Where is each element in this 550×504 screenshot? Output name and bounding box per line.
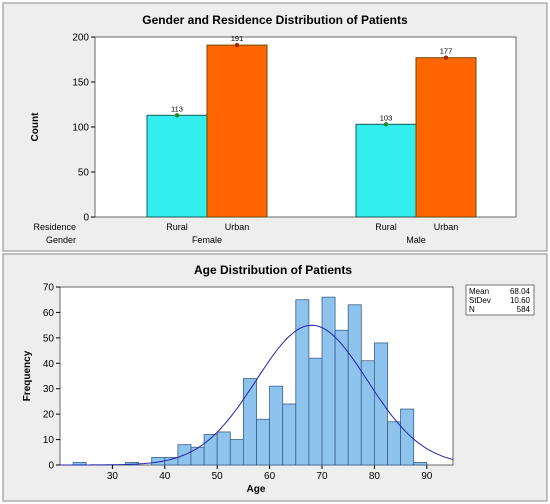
bar-mean-marker (383, 122, 389, 127)
bottom-chart-title: Age Distribution of Patients (194, 263, 352, 277)
normal-fit-curve (60, 324, 454, 466)
stat-n-value: 584 (517, 305, 531, 314)
bottom-x-tick-label: 60 (264, 471, 276, 482)
bottom-y-axis-label: Frequency (22, 350, 33, 401)
top-y-ticks: 0 50 100 150 200 (72, 33, 95, 224)
bottom-x-tick-label: 50 (212, 471, 224, 482)
top-y-tick-label: 150 (72, 78, 89, 89)
stat-stdev-value: 10.60 (510, 296, 531, 305)
histogram-bar (321, 296, 336, 466)
histogram-bar (308, 357, 323, 466)
bottom-y-tick-label: 10 (43, 435, 55, 446)
top-y-axis-label: Count (30, 112, 41, 142)
bar-mean-marker (443, 55, 449, 60)
bottom-y-tick-label: 50 (43, 333, 55, 344)
residence-tick-label: Rural (166, 222, 188, 232)
top-y-tick-label: 0 (83, 213, 89, 224)
histogram-bar (190, 446, 205, 466)
stat-n-label: N (469, 305, 475, 314)
top-bars: 113Rural191UrbanFemale103Rural177UrbanMa… (146, 34, 477, 245)
histogram-bar (413, 462, 428, 466)
histogram-bar (347, 304, 362, 466)
bar-male-rural (355, 123, 417, 218)
histogram-bar (164, 456, 179, 466)
histogram-bar (400, 408, 415, 466)
bottom-y-tick-label: 0 (48, 461, 54, 472)
bottom-y-tick-label: 30 (43, 384, 55, 395)
histogram-bars (72, 296, 428, 466)
gender-tick-label: Female (192, 235, 222, 245)
stat-stdev-label: StDev (469, 296, 491, 305)
bar-male-urban (415, 57, 477, 218)
histogram-bar (387, 421, 402, 466)
stats-box-frame (465, 284, 535, 316)
bottom-x-tick-label: 30 (107, 471, 119, 482)
stat-mean-label: Mean (469, 287, 489, 296)
bottom-y-ticks: 0 10 20 30 40 50 60 70 (43, 283, 60, 472)
bar-mean-marker (174, 113, 180, 118)
bottom-x-tick-label: 40 (159, 471, 171, 482)
bottom-x-ticks: 30 40 50 60 70 80 90 (107, 465, 433, 482)
histogram-bar (203, 434, 218, 466)
bar-value-label: 103 (380, 113, 393, 122)
residence-row-label: Residence (33, 222, 76, 232)
bar-female-urban (206, 44, 268, 218)
stats-box: Mean 68.04 StDev 10.60 N 584 (465, 284, 535, 316)
histogram-bar (216, 431, 231, 466)
bottom-x-axis-label: Age (247, 484, 266, 495)
residence-tick-label: Urban (434, 222, 459, 232)
bar-mean-marker (234, 42, 240, 48)
histogram-bar (373, 342, 388, 466)
residence-tick-label: Urban (225, 222, 250, 232)
bottom-x-tick-label: 90 (421, 471, 433, 482)
histogram-bar (295, 299, 310, 466)
gender-residence-chart: Gender and Residence Distribution of Pat… (2, 2, 548, 252)
bottom-y-tick-label: 20 (43, 410, 55, 421)
residence-tick-label: Rural (375, 222, 397, 232)
histogram-bar (229, 439, 244, 466)
histogram-bar (256, 418, 271, 466)
gender-row-label: Gender (46, 235, 76, 245)
bottom-y-tick-label: 60 (43, 308, 55, 319)
top-y-tick-label: 200 (72, 33, 89, 44)
histogram-bar (282, 403, 297, 466)
top-chart-title: Gender and Residence Distribution of Pat… (142, 13, 408, 27)
bar-value-label: 191 (231, 34, 244, 43)
bar-female-rural (146, 114, 208, 218)
bar-value-label: 177 (440, 47, 453, 56)
age-distribution-chart: Age Distribution of Patients Frequency A… (2, 253, 548, 502)
bar-value-label: 113 (171, 104, 183, 113)
bottom-x-tick-label: 80 (369, 471, 381, 482)
stat-mean-value: 68.04 (510, 287, 531, 296)
histogram-bar (242, 378, 257, 466)
bottom-x-tick-label: 70 (316, 471, 328, 482)
gender-tick-label: Male (406, 235, 426, 245)
bottom-y-tick-label: 70 (43, 283, 55, 294)
bottom-y-tick-label: 40 (43, 359, 55, 370)
top-y-tick-label: 100 (72, 123, 89, 134)
histogram-bar (360, 360, 375, 466)
top-y-tick-label: 50 (78, 168, 90, 179)
histogram-bar (269, 385, 284, 466)
